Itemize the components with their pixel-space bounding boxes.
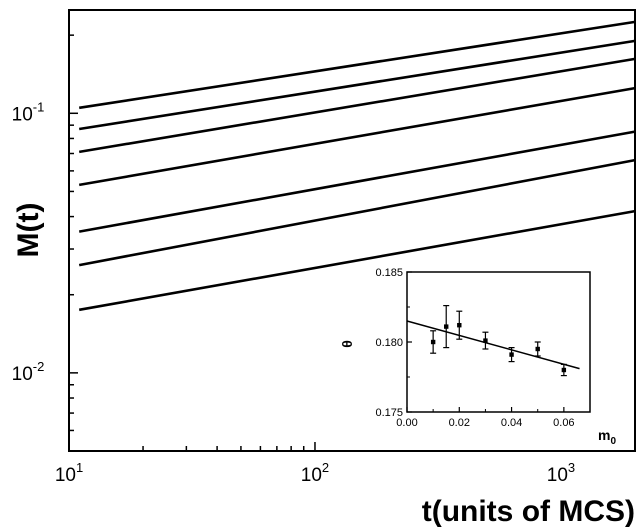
inset-y-tick-label: 0.180 [375,337,403,349]
x-tick-label: 103 [547,460,575,486]
x-tick-label-exponent: 1 [76,460,83,475]
inset-data-point [561,367,567,373]
main-plot-frame [68,9,636,452]
inset-background [360,270,634,450]
data-series-5 [78,130,636,233]
main-x-axis-title: t(units of MCS) [422,495,635,528]
inset-fit-group [406,320,580,370]
main-y-axis-title: M(t) [12,203,45,258]
inset-x-tick-label: 0.02 [449,417,470,429]
main-series-group [78,20,636,312]
inset-data-point [444,324,449,329]
y-tick-label-exponent: -1 [33,99,45,114]
inset-data-point [430,339,436,345]
x-tick-label-exponent: 3 [568,460,575,475]
y-tick-label: 10-2 [12,359,45,385]
main-plot: 101 102 103 10-210-1 M(t) t(units of MCS) [12,9,636,528]
main-x-axis: 101 102 103 [55,442,636,486]
inset-x-axis-title-sub: 0 [610,436,616,447]
inset-data-point [457,323,462,328]
inset-x-axis-title: m0 [598,427,616,447]
data-series-4 [78,86,636,187]
inset-y-tick-label: 0.175 [375,407,403,419]
data-series-1 [79,20,636,110]
inset-data-point [483,338,488,343]
x-tick-label-base: 10 [55,465,76,486]
x-tick-label-base: 10 [547,465,568,486]
inset-x-tick-label: 0.06 [553,417,574,429]
data-series-2 [78,39,636,131]
inset-y-axis-title: θ [339,340,355,348]
x-tick-label: 102 [301,460,329,486]
x-tick-label-exponent: 2 [322,460,329,475]
data-series-6 [78,158,636,267]
inset-x-axis-title-main: m [598,427,610,443]
inset-plot: 0.00 0.02 0.04 0.06 0.175 0.180 0.185 θ m0 [339,267,634,450]
y-tick-label: 10-1 [12,99,45,125]
inset-x-axis: 0.00 0.02 0.04 0.06 [396,407,575,429]
inset-x-tick-label: 0.00 [396,417,417,429]
inset-y-tick-label: 0.185 [375,267,403,279]
inset-x-tick-label: 0.04 [501,417,522,429]
inset-data-point [509,352,514,357]
inset-fit-line [406,320,580,370]
inset-points-group [430,305,567,377]
inset-y-axis: 0.175 0.180 0.185 [375,267,412,419]
x-tick-label-base: 10 [301,465,322,486]
inset-data-point [535,346,540,352]
x-tick-label: 101 [55,460,83,486]
y-tick-label-exponent: -2 [33,359,45,374]
main-y-axis: 10-210-1 [12,34,78,452]
y-tick-label-base: 10 [12,104,33,125]
data-series-3 [78,57,636,154]
data-series-7 [78,209,636,312]
y-tick-label-base: 10 [12,364,33,385]
